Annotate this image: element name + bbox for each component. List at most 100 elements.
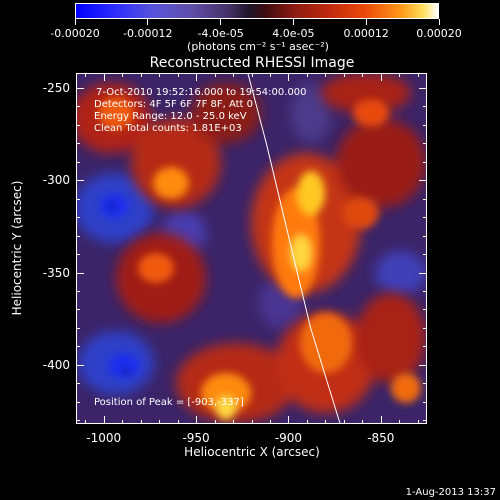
x-tick-label: -950 <box>182 431 210 445</box>
energy-range-text: Energy Range: 12.0 - 25.0 keV <box>94 111 247 122</box>
axis-tick <box>270 73 271 77</box>
axis-tick <box>288 73 289 81</box>
axis-tick <box>76 365 84 366</box>
y-tick-label: -300 <box>42 173 70 188</box>
axis-tick <box>288 416 289 424</box>
colorbar-tick-label: 0.00012 <box>343 27 389 40</box>
axis-tick <box>76 291 80 292</box>
colorbar-tick-label: -0.00012 <box>123 27 173 40</box>
x-tick-label: -850 <box>367 431 395 445</box>
axis-tick <box>215 73 216 77</box>
axis-tick <box>215 420 216 424</box>
heatmap-image <box>76 73 427 424</box>
axis-tick <box>362 73 363 77</box>
axis-tick <box>423 346 427 347</box>
axis-tick <box>141 420 142 424</box>
axis-tick <box>325 420 326 424</box>
axis-tick <box>252 73 253 77</box>
axis-tick <box>159 73 160 77</box>
colorbar-tick <box>292 19 294 25</box>
colorbar-tick <box>220 19 222 25</box>
axis-tick <box>418 73 419 77</box>
x-tick-label: -900 <box>274 431 303 445</box>
peak-position-text: Position of Peak = [-903,-337] <box>94 397 244 408</box>
y-tick-label: -350 <box>42 265 70 280</box>
axis-tick <box>307 420 308 424</box>
axis-tick <box>122 73 123 77</box>
axis-tick <box>85 73 86 77</box>
axis-tick <box>423 125 427 126</box>
colorbar-tick <box>74 19 76 25</box>
axis-tick <box>76 88 84 89</box>
axis-tick <box>423 254 427 255</box>
axis-tick <box>423 236 427 237</box>
colorbar-tick <box>438 19 440 25</box>
algorithm-counts-text: Clean Total counts: 1.81E+03 <box>94 123 242 134</box>
axis-tick <box>423 162 427 163</box>
axis-tick <box>76 143 80 144</box>
axis-tick <box>76 273 84 274</box>
axis-tick <box>76 199 80 200</box>
axis-tick <box>122 420 123 424</box>
axis-tick <box>423 328 427 329</box>
axis-tick <box>233 420 234 424</box>
heatmap-svg <box>76 73 427 424</box>
axis-tick <box>325 73 326 77</box>
y-tick-label: -400 <box>42 357 70 372</box>
colorbar-tick-label: -4.0e-05 <box>197 27 244 40</box>
axis-tick <box>76 420 80 421</box>
axis-tick <box>85 420 86 424</box>
axis-tick <box>423 143 427 144</box>
axis-tick <box>419 273 427 274</box>
axis-tick <box>399 73 400 77</box>
axis-tick <box>423 383 427 384</box>
x-axis-title: Heliocentric X (arcsec) <box>184 445 320 459</box>
axis-tick <box>423 199 427 200</box>
axis-tick <box>419 180 427 181</box>
colorbar-units: (photons cm⁻² s⁻¹ asec⁻²) <box>187 40 329 53</box>
axis-tick <box>76 254 80 255</box>
negative-regions <box>76 83 427 395</box>
solar-limb-curve <box>247 73 341 424</box>
axis-tick <box>423 291 427 292</box>
axis-tick <box>423 309 427 310</box>
colorbar-tick <box>147 19 149 25</box>
timestamp: 1-Aug-2013 13:37 <box>405 487 496 498</box>
colorbar-tick <box>365 19 367 25</box>
plot-title: Reconstructed RHESSI Image <box>149 55 355 71</box>
detectors-text: Detectors: 4F 5F 6F 7F 8F, Att 0 <box>94 99 254 110</box>
axis-tick <box>76 106 80 107</box>
axis-tick <box>196 73 197 81</box>
axis-tick <box>76 328 80 329</box>
axis-tick <box>307 73 308 77</box>
axis-tick <box>344 73 345 77</box>
axis-tick <box>344 420 345 424</box>
axis-tick <box>76 180 84 181</box>
colorbar-tick-label: -0.00020 <box>50 27 100 40</box>
axis-tick <box>381 416 382 424</box>
axis-tick <box>270 420 271 424</box>
axis-tick <box>76 383 80 384</box>
y-tick-label: -250 <box>42 80 70 95</box>
colorbar-tick-label: 0.00020 <box>416 27 462 40</box>
colorbar <box>75 3 439 19</box>
axis-tick <box>159 420 160 424</box>
axis-tick <box>423 106 427 107</box>
axis-tick <box>76 217 80 218</box>
axis-tick <box>362 420 363 424</box>
axis-tick <box>381 73 382 81</box>
axis-tick <box>76 125 80 126</box>
axis-tick <box>423 402 427 403</box>
axis-tick <box>76 162 80 163</box>
axis-tick <box>418 420 419 424</box>
axis-tick <box>104 416 105 424</box>
x-tick-label: -1000 <box>86 431 122 445</box>
axis-tick <box>76 402 80 403</box>
axis-tick <box>419 88 427 89</box>
axis-tick <box>76 236 80 237</box>
axis-tick <box>76 346 80 347</box>
time-range-text: 7-Oct-2010 19:52:16.000 to 19:54:00.000 <box>96 87 307 98</box>
colorbar-tick-label: 4.0e-05 <box>272 27 315 40</box>
axis-tick <box>178 73 179 77</box>
